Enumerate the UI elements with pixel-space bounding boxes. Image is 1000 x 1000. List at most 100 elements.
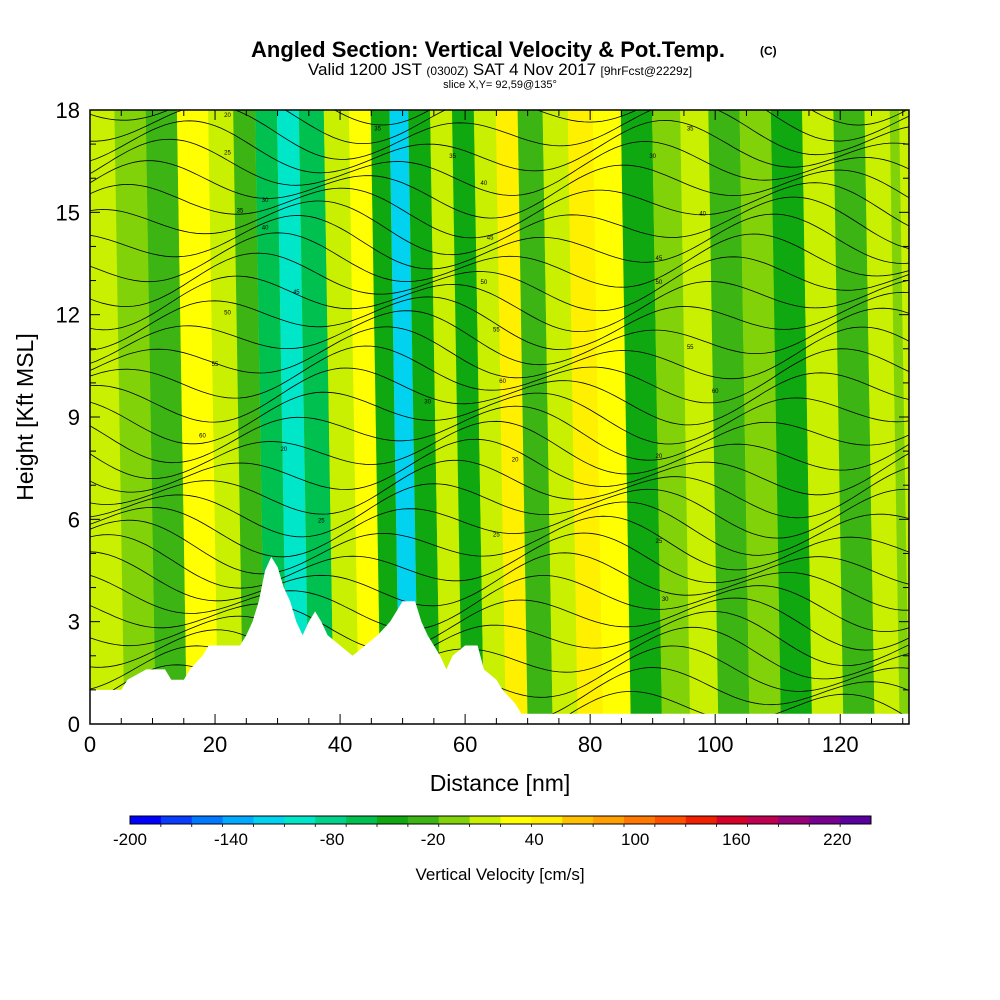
x-tick-label: 20 [203, 732, 227, 757]
velocity-band [176, 110, 219, 724]
colorbar [129, 815, 872, 827]
colorbar-swatch [840, 816, 872, 824]
contour-label: 45 [293, 290, 300, 296]
contour-label: 60 [499, 379, 506, 385]
colorbar-label: -80 [320, 830, 345, 849]
contour-label: 55 [687, 345, 694, 351]
colorbar-label: 160 [722, 830, 750, 849]
contour-label: 45 [487, 236, 494, 242]
velocity-band [592, 110, 631, 724]
theta-contour [90, 391, 909, 445]
velocity-band [145, 110, 187, 724]
theta-contour [90, 252, 909, 312]
theta-contour [90, 459, 909, 519]
y-tick-label: 9 [68, 405, 80, 430]
colorbar-swatch [747, 816, 779, 824]
colorbar-swatch [809, 816, 841, 824]
colorbar-swatch [130, 816, 162, 824]
x-axis: 0 20 40 60 80 100 120 [84, 110, 904, 757]
subtitle-prefix: Valid 1200 JST [308, 60, 422, 79]
contour-label: 20 [656, 454, 663, 460]
contour-label: 25 [493, 532, 500, 538]
colorbar-label: 220 [823, 830, 851, 849]
colorbar-label: 40 [525, 830, 544, 849]
chart-title: Angled Section: Vertical Velocity & Pot.… [251, 37, 725, 62]
theta-contour [90, 160, 909, 219]
colorbar-swatch [377, 816, 409, 824]
velocity-band [255, 110, 287, 724]
velocity-band [620, 110, 663, 724]
colorbar-label: 100 [621, 830, 649, 849]
contour-label: 30 [262, 198, 269, 204]
colorbar-swatch [562, 816, 594, 824]
velocity-band [802, 110, 844, 724]
velocity-band [495, 110, 528, 724]
y-axis: 0 3 6 9 12 15 18 [56, 98, 909, 737]
velocity-band [276, 110, 309, 724]
velocity-band [680, 110, 719, 724]
theta-contour [90, 232, 909, 288]
contour-label: 50 [656, 280, 663, 286]
contour-label: 25 [318, 519, 325, 525]
colorbar-swatch [407, 816, 440, 824]
y-tick-label: 18 [56, 98, 80, 123]
contour-label: 40 [262, 225, 269, 231]
chart-subtitle: Valid 1200 JST (0300Z) SAT 4 Nov 2017 [9… [308, 60, 692, 79]
theta-contour [90, 501, 909, 558]
contour-label: 40 [699, 212, 706, 218]
velocity-band [473, 110, 506, 724]
contour-label: 20 [280, 447, 287, 453]
velocity-band [323, 110, 359, 724]
theta-contour [90, 515, 909, 575]
theta-contour [90, 138, 909, 196]
velocity-band [298, 110, 334, 724]
potential-temperature-contours: 20 25 30 35 40 45 50 55 60 20 25 30 35 40 45 50 55 60 20 25… [90, 110, 909, 724]
colorbar-label: -200 [113, 830, 147, 849]
theta-contour [90, 551, 909, 611]
x-tick-label: 80 [578, 732, 602, 757]
theta-contour [90, 326, 909, 380]
contour-label: 25 [656, 539, 663, 545]
colorbar-swatch [500, 816, 532, 824]
velocity-band [208, 110, 244, 724]
contour-label: 25 [224, 150, 231, 156]
velocity-band [770, 110, 813, 724]
velocity-band [370, 110, 400, 724]
colorbar-swatch [778, 816, 810, 824]
theta-contour [90, 483, 909, 539]
theta-contour [90, 367, 909, 426]
theta-contour [90, 405, 909, 464]
velocity-band [739, 110, 781, 724]
subtitle-utc: (0300Z) [426, 64, 468, 78]
theta-contour [90, 110, 909, 160]
velocity-band [567, 110, 603, 724]
colorbar-swatch [315, 816, 347, 824]
theta-contour [90, 291, 909, 351]
contour-label: 30 [649, 154, 656, 160]
theta-contour [90, 119, 909, 174]
contour-label: 60 [712, 389, 719, 395]
colorbar-tick-labels: -200 -140 -80 -20 40 100 160 220 [113, 830, 852, 849]
velocity-band [114, 110, 156, 724]
velocity-band [652, 110, 691, 724]
theta-contour [90, 532, 909, 589]
theta-contour [90, 611, 909, 670]
velocity-band [430, 110, 462, 724]
terrain [90, 556, 909, 724]
contour-label: 20 [224, 113, 231, 119]
colorbar-swatch [438, 816, 471, 824]
colorbar-swatch [346, 816, 378, 824]
theta-contour [90, 196, 909, 256]
colorbar-swatch [191, 816, 224, 824]
colorbar-swatch [716, 816, 748, 824]
colorbar-label: -140 [214, 830, 248, 849]
theta-contour [90, 438, 909, 496]
colorbar-swatch [222, 816, 254, 824]
chart-title-suffix: (C) [760, 44, 777, 58]
theta-contour [90, 574, 909, 633]
y-axis-label: Height [Kft MSL] [12, 333, 38, 500]
velocity-band [517, 110, 553, 724]
velocity-band [542, 110, 578, 724]
contour-label: 30 [662, 597, 669, 603]
colorbar-swatch [469, 816, 501, 824]
